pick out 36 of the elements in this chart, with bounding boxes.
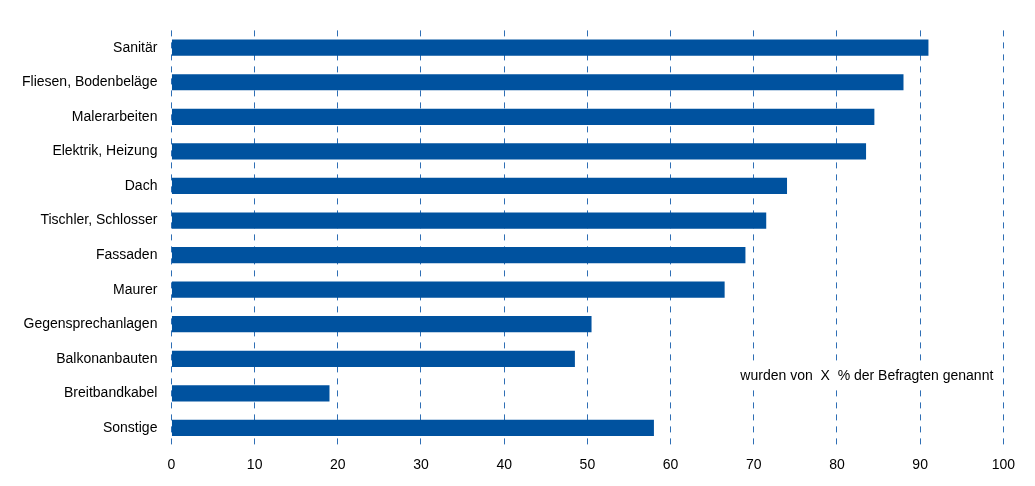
bar: [171, 385, 330, 402]
y-tick-label: Fassaden: [95, 245, 158, 262]
x-tick-label: 60: [662, 456, 679, 473]
bar: [171, 212, 767, 229]
x-tick-label: 70: [745, 456, 762, 473]
x-tick-label: 30: [413, 456, 429, 473]
y-tick-label: Balkonanbauten: [56, 349, 158, 366]
x-tick-label: 40: [496, 456, 513, 473]
bar: [171, 143, 867, 160]
y-tick-label: Dach: [124, 176, 158, 193]
y-tick-label: Maurer: [113, 280, 158, 297]
bar: [171, 74, 904, 91]
y-tick-label: Sanitär: [113, 38, 158, 55]
bar: [171, 246, 746, 264]
x-tick-label: 90: [912, 456, 929, 473]
x-tick-label: 80: [829, 456, 845, 473]
bar: [171, 419, 654, 437]
x-tick-label: 50: [579, 456, 596, 473]
y-tick-label: Fliesen, Bodenbeläge: [22, 73, 158, 90]
y-tick-label: Sonstige: [102, 418, 158, 435]
bar: [171, 281, 725, 298]
x-tick-label: 10: [246, 456, 263, 473]
bar: [171, 108, 875, 125]
bar: [171, 316, 592, 333]
x-tick-label: 20: [330, 456, 346, 473]
bar: [171, 39, 929, 56]
bar: [171, 177, 788, 195]
x-tick-label: 100: [991, 456, 1016, 473]
y-tick-label: Gegensprechanlagen: [23, 315, 158, 332]
y-tick-label: Malerarbeiten: [71, 107, 158, 124]
bar: [171, 350, 575, 367]
x-tick-label: 0: [167, 456, 176, 473]
y-tick-label: Tischler, Schlosser: [40, 211, 158, 228]
y-tick-label: Elektrik, Heizung: [52, 142, 158, 159]
y-tick-label: Breitbandkabel: [64, 384, 158, 401]
annotation: wurden von X % der Befragten genannt: [739, 366, 994, 383]
